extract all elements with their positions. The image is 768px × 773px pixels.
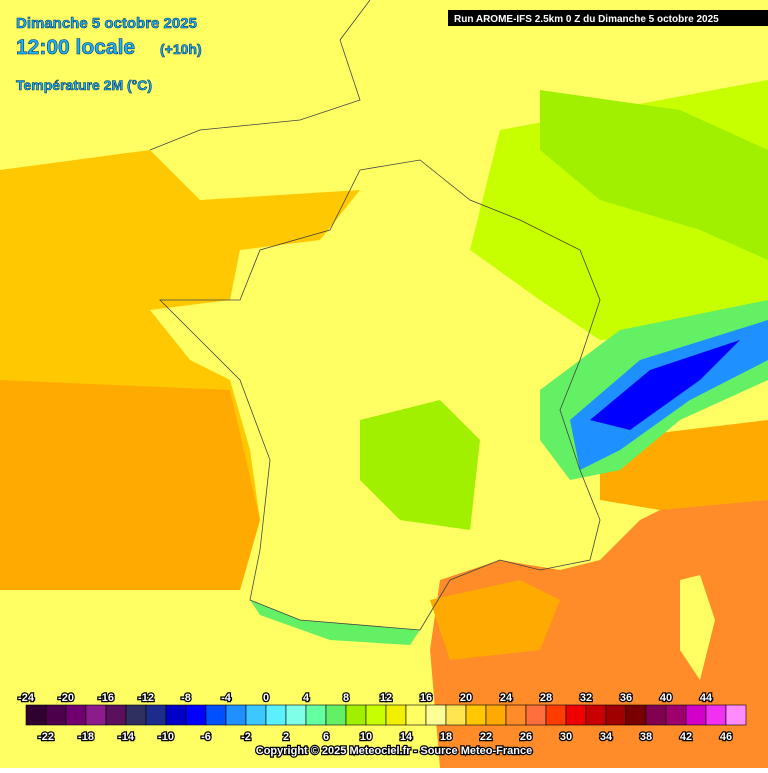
copyright: Copyright © 2025 Meteociel.fr - Source M… [256,745,532,757]
legend-label: 10 [360,731,372,743]
legend-label: -20 [58,692,74,704]
legend-swatch [145,704,167,726]
legend-swatch [565,704,587,726]
legend-swatch [305,704,327,726]
offset: (+10h) [160,41,202,57]
legend-label: 42 [680,731,692,743]
coastline-west [159,169,421,631]
legend-label: -8 [181,692,191,704]
legend-label: 20 [460,692,472,704]
legend-swatch [725,704,747,726]
legend-swatch [705,704,727,726]
legend-swatch [585,704,607,726]
legend-label: -6 [201,731,211,743]
legend-label: 38 [640,731,652,743]
legend-label: 14 [400,731,413,743]
legend-label: 36 [620,692,632,704]
legend-swatch [265,704,287,726]
legend-label: -14 [118,731,135,743]
legend-label: 18 [440,731,452,743]
legend-swatch [105,704,127,726]
legend-swatch [385,704,407,726]
legend-label: -12 [138,692,154,704]
legend-swatch [85,704,107,726]
time: 12:00 locale [16,36,135,59]
legend-label: 44 [700,692,713,704]
border-east [359,159,601,631]
legend-swatch [605,704,627,726]
legend-swatch [345,704,367,726]
legend-label: 16 [420,692,432,704]
legend-label: -10 [158,731,174,743]
corsica [680,575,715,680]
legend-label: -4 [221,692,232,704]
sea-warm [0,380,260,590]
legend-swatch [425,704,447,726]
legend-swatch [225,704,247,726]
legend-swatch [625,704,647,726]
legend-label: 40 [660,692,672,704]
legend-swatch [65,704,87,726]
legend-swatch [285,704,307,726]
legend-swatch [665,704,687,726]
legend-swatch [25,704,47,726]
legend: -24-22-20-18-16-14-12-10-8-6-4-202468101… [17,691,747,744]
run-box [448,10,768,26]
legend-label: 22 [480,731,492,743]
legend-swatch [505,704,527,726]
legend-swatch [365,704,387,726]
mediterranean [430,500,768,768]
uplands [540,90,768,260]
legend-label: 24 [500,692,513,704]
legend-label: 34 [600,731,613,743]
legend-label: 0 [263,692,269,704]
legend-label: -16 [98,692,114,704]
legend-label: 26 [520,731,532,743]
terrain [0,80,768,768]
legend-label: 4 [303,692,310,704]
legend-swatch [405,704,427,726]
legend-swatch [165,704,187,726]
legend-swatch [185,704,207,726]
legend-swatch [245,704,267,726]
legend-label: 6 [323,731,329,743]
legend-swatch [685,704,707,726]
legend-swatch [485,704,507,726]
legend-swatch [645,704,667,726]
massif-central [360,400,480,530]
legend-label: -18 [78,731,94,743]
england [149,0,371,151]
borders [149,0,601,631]
legend-label: 8 [343,692,349,704]
legend-swatch [465,704,487,726]
legend-label: 28 [540,692,552,704]
legend-label: 2 [283,731,289,743]
legend-label: -24 [18,692,35,704]
gulf [430,580,560,660]
legend-swatch [125,704,147,726]
legend-label: -22 [38,731,54,743]
date: Dimanche 5 octobre 2025 [16,15,197,32]
legend-swatch [525,704,547,726]
parameter: Température 2M (°C) [16,77,152,93]
legend-swatch [325,704,347,726]
legend-swatch [205,704,227,726]
legend-swatch [445,704,467,726]
legend-label: -2 [241,731,251,743]
legend-swatch [545,704,567,726]
legend-label: 30 [560,731,572,743]
pyrenees [250,600,420,645]
legend-label: 46 [720,731,732,743]
legend-swatch [45,704,67,726]
run-info: Run AROME-IFS 2.5km 0 Z du Dimanche 5 oc… [454,14,719,25]
alps-peaks [590,340,740,430]
legend-label: 32 [580,692,592,704]
legend-label: 12 [380,692,392,704]
